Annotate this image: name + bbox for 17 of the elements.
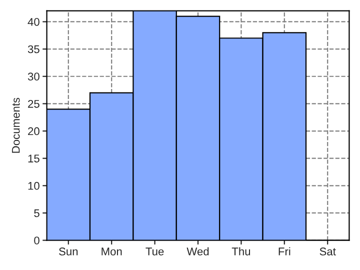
y-tick-label: 0 <box>34 236 40 244</box>
x-tick-label: Tue <box>146 248 164 256</box>
y-axis-title: Documents <box>12 98 20 153</box>
y-tick-label: 15 <box>28 154 40 162</box>
x-tick-label: Mon <box>102 248 122 256</box>
y-tick-label: 20 <box>28 127 40 136</box>
y-tick-label: 5 <box>34 209 40 218</box>
x-tick-label: Fri <box>278 247 290 256</box>
x-tick-label: Sat <box>320 248 336 256</box>
x-tick-label: Sun <box>59 248 78 256</box>
y-tick-label: 40 <box>28 18 40 26</box>
y-tick-label: 30 <box>28 72 40 81</box>
y-tick-label: 35 <box>28 45 40 54</box>
x-tick-label: Thu <box>232 247 250 256</box>
y-tick-label: 25 <box>28 100 40 108</box>
y-tick-label: 10 <box>28 182 40 190</box>
x-tick-label: Wed <box>186 247 209 256</box>
